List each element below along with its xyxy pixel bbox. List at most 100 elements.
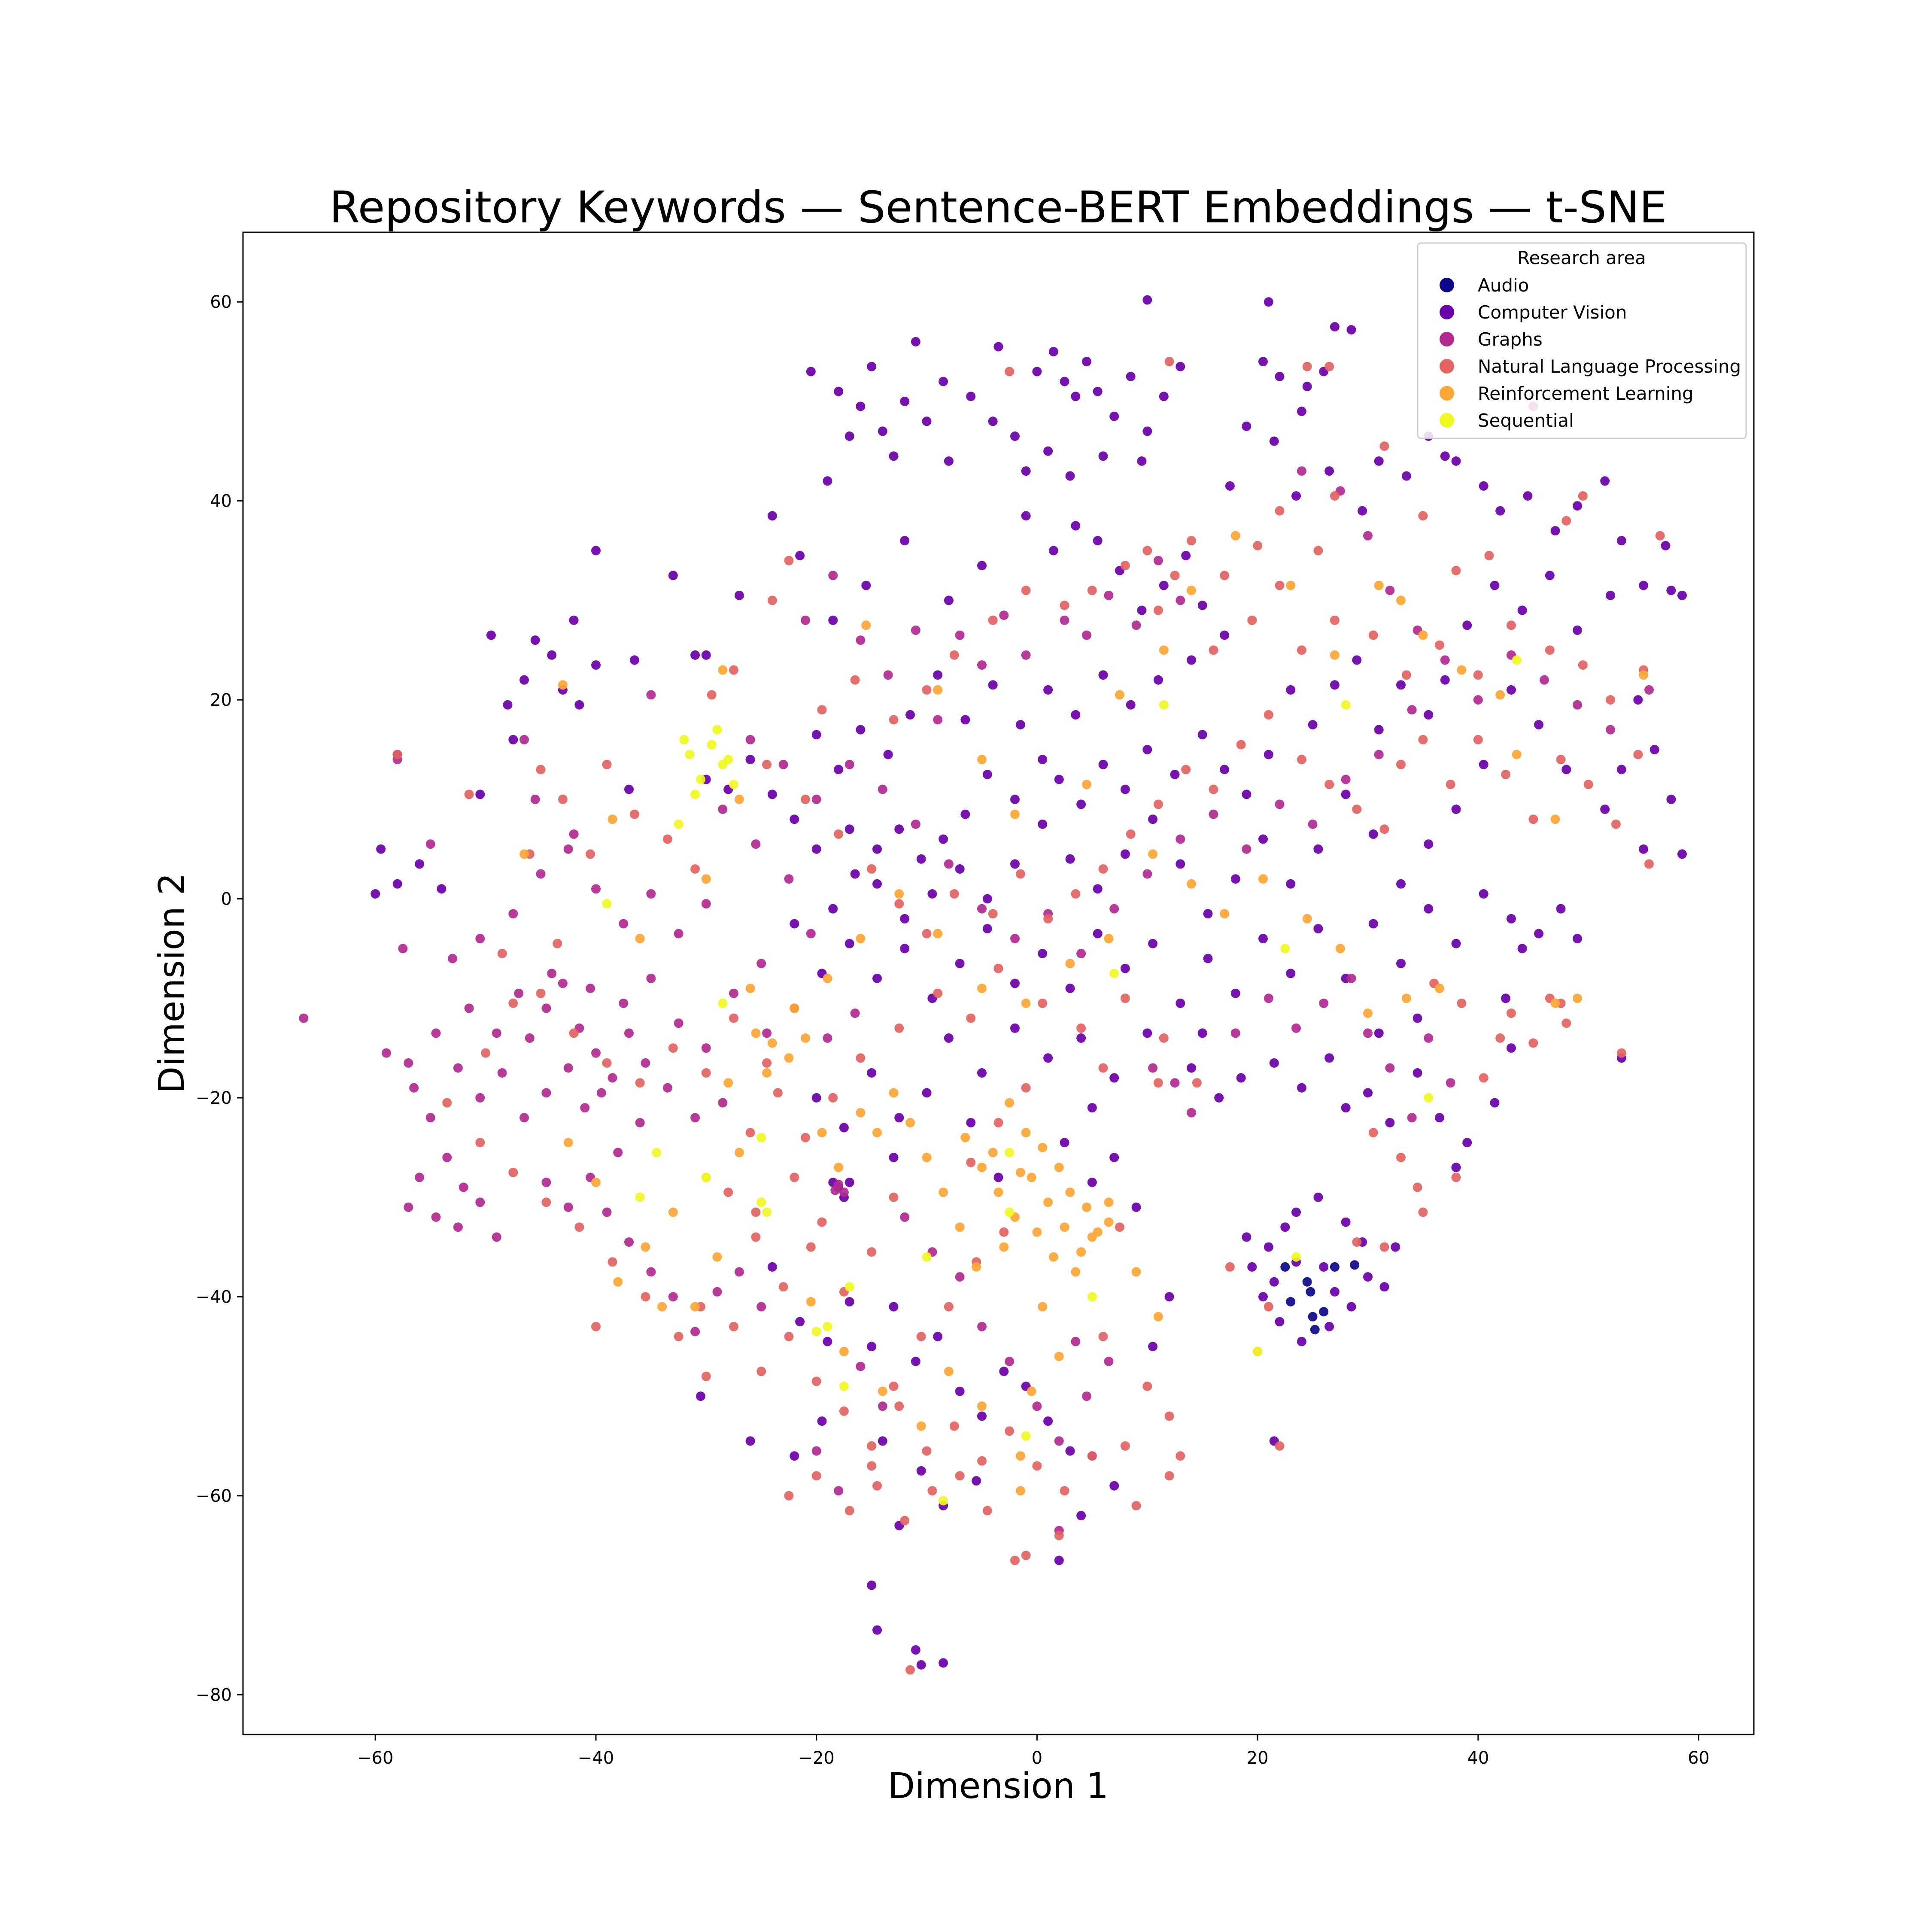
data-point (955, 864, 965, 874)
data-point (431, 1028, 441, 1038)
data-point (1109, 1073, 1119, 1083)
data-point (844, 939, 854, 948)
data-point (944, 859, 954, 869)
data-point (1446, 1078, 1455, 1088)
data-point (1413, 1068, 1422, 1078)
data-point (850, 869, 860, 879)
data-point (1065, 1188, 1075, 1197)
data-point (1148, 814, 1158, 824)
data-point (707, 690, 717, 700)
data-point (1352, 655, 1362, 665)
data-point (955, 1386, 965, 1396)
data-point (415, 1173, 424, 1182)
data-point (1561, 516, 1571, 526)
data-point (960, 809, 970, 819)
data-point (1038, 1302, 1048, 1312)
data-point (806, 1242, 816, 1252)
legend-label: Reinforcement Learning (1478, 383, 1694, 404)
data-point (1076, 1033, 1086, 1043)
data-point (668, 1292, 678, 1302)
data-point (519, 675, 529, 685)
data-point (679, 735, 689, 744)
data-point (1115, 690, 1124, 700)
legend-item: Graphs (1440, 329, 1543, 350)
data-point (1164, 1471, 1174, 1481)
data-point (1021, 998, 1031, 1008)
data-point (1269, 436, 1279, 446)
data-point (834, 829, 844, 839)
data-point (939, 1188, 948, 1197)
data-point (856, 1361, 866, 1371)
data-point (894, 889, 904, 899)
legend-label: Audio (1478, 275, 1529, 296)
data-point (867, 864, 877, 874)
data-point (1071, 1337, 1081, 1346)
data-point (508, 909, 518, 919)
data-point (1451, 565, 1461, 575)
data-point (1501, 993, 1511, 1003)
data-point (392, 750, 402, 759)
legend-label: Computer Vision (1478, 302, 1627, 323)
data-point (1424, 710, 1434, 720)
data-point (1330, 615, 1340, 625)
data-point (1573, 501, 1582, 511)
data-point (1358, 506, 1367, 516)
data-point (883, 750, 893, 759)
x-tick-label: 40 (1467, 1748, 1489, 1768)
data-point (1363, 1088, 1373, 1098)
data-point (790, 1173, 799, 1182)
data-point (1153, 605, 1163, 615)
series-natural-language-processing (392, 357, 1665, 1675)
data-point (459, 1182, 468, 1192)
data-point (1060, 1222, 1069, 1232)
data-point (519, 849, 529, 859)
data-point (1120, 1441, 1130, 1451)
data-point (982, 894, 992, 904)
data-point (790, 919, 799, 929)
data-point (861, 620, 871, 630)
data-point (425, 839, 435, 849)
data-point (1230, 531, 1240, 541)
data-point (894, 899, 904, 909)
data-point (1220, 765, 1230, 775)
data-point (1473, 695, 1483, 705)
data-point (830, 1185, 840, 1195)
data-point (1192, 1078, 1202, 1088)
data-point (1109, 411, 1119, 421)
data-point (911, 625, 920, 635)
data-point (872, 844, 882, 854)
data-point (1616, 1048, 1626, 1058)
data-point (1606, 695, 1616, 705)
data-point (1573, 934, 1582, 944)
data-point (922, 685, 932, 695)
data-point (1181, 551, 1191, 561)
data-point (392, 879, 402, 889)
data-point (492, 1028, 501, 1038)
data-point (1220, 571, 1230, 580)
data-point (1440, 451, 1450, 461)
data-point (563, 1063, 573, 1073)
data-point (1159, 645, 1169, 655)
data-point (536, 765, 546, 775)
data-point (475, 1197, 485, 1207)
data-point (464, 1003, 474, 1013)
data-point (629, 655, 639, 665)
data-point (701, 1043, 711, 1053)
data-point (867, 1342, 877, 1352)
data-point (619, 998, 629, 1008)
data-point (811, 1327, 821, 1337)
data-point (889, 451, 899, 461)
data-point (784, 1053, 794, 1063)
data-point (751, 1207, 761, 1217)
data-point (1583, 780, 1593, 790)
data-point (1015, 869, 1025, 879)
data-point (916, 1421, 926, 1431)
data-point (850, 675, 860, 685)
data-point (1076, 1023, 1086, 1033)
data-point (1258, 934, 1268, 944)
data-point (1396, 595, 1406, 605)
data-point (586, 984, 595, 993)
data-point (641, 1058, 650, 1068)
data-point (486, 630, 496, 640)
data-point (900, 396, 910, 406)
